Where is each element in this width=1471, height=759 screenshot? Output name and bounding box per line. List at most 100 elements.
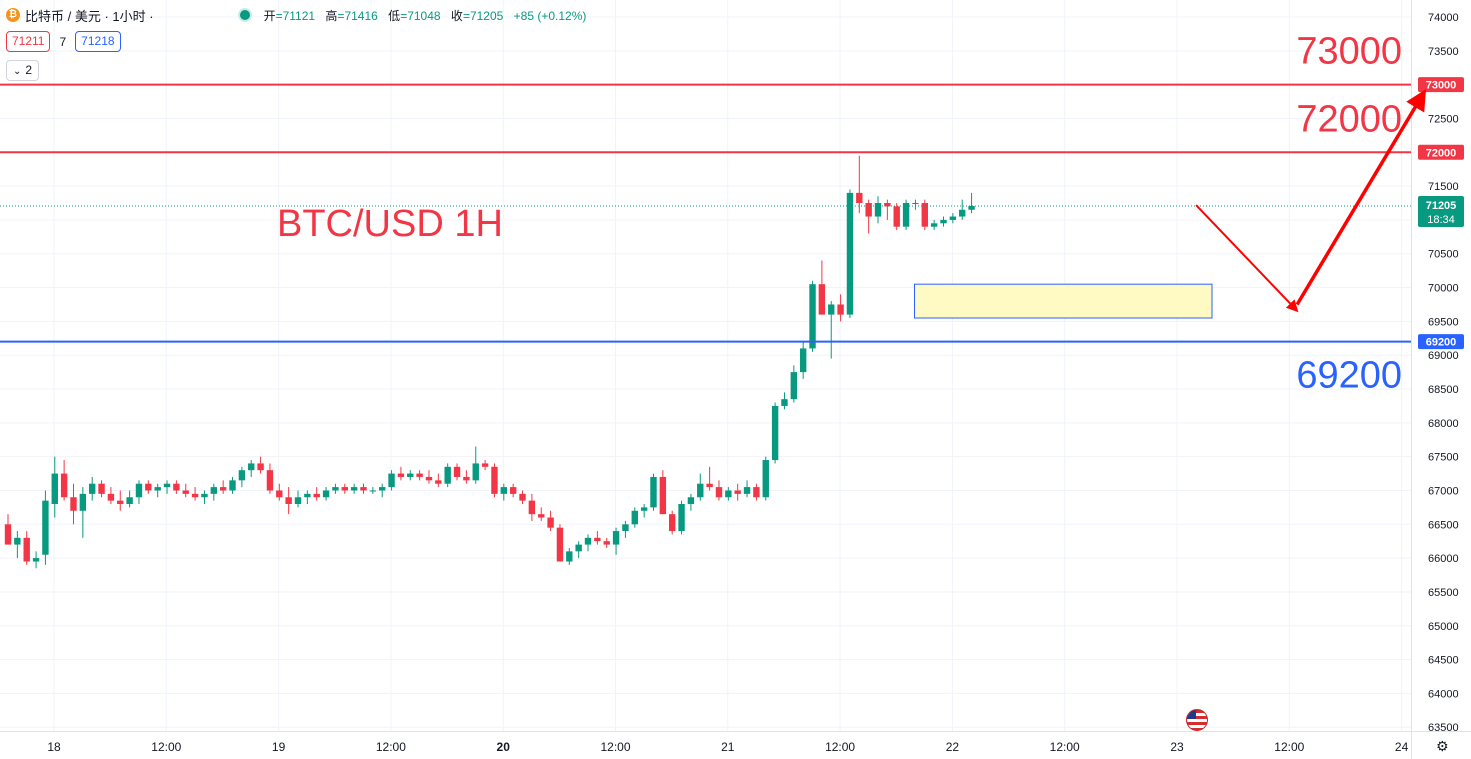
candle-body	[360, 487, 367, 491]
support-zone-rect[interactable]	[913, 283, 1213, 319]
level-axis-tag-69200: 69200	[1418, 334, 1464, 350]
candle-body	[14, 537, 21, 545]
candle-body	[191, 493, 199, 498]
candle-body	[201, 493, 208, 498]
candle-body	[837, 304, 844, 315]
time-tick-label: 19	[272, 740, 286, 754]
candle-body	[603, 541, 610, 545]
candle-body	[145, 483, 152, 491]
time-tick-label: 12:00	[151, 740, 181, 754]
gear-icon[interactable]: ⚙	[1436, 738, 1449, 754]
candle-body	[706, 483, 713, 488]
indicator-count: 2	[25, 63, 33, 77]
support-zone[interactable]	[913, 283, 1213, 319]
candle-body	[846, 192, 854, 315]
time-tick-label: 12:00	[825, 740, 855, 754]
candle-body	[266, 470, 274, 491]
price-axis[interactable]: 7400073500730007250072000715007100070500…	[1411, 0, 1465, 759]
candle-body	[743, 487, 751, 494]
candle-body	[669, 514, 676, 532]
candle-body	[594, 537, 601, 542]
symbol-title[interactable]: 比特币 / 美元 · 1小时 ·	[25, 8, 154, 24]
candle-body	[70, 497, 77, 511]
time-tick-label: 23	[1170, 740, 1184, 754]
ohlc-values: 开=71121 高=71416 低=71048 收=71205 +85 (+0.…	[264, 7, 587, 24]
candle-body	[163, 483, 171, 488]
candle-body	[42, 500, 49, 555]
level-label-72000[interactable]: 72000	[1296, 98, 1402, 140]
candle-body	[332, 487, 339, 491]
candle-body	[257, 463, 264, 471]
candle-body	[856, 192, 863, 204]
candle-body	[528, 500, 536, 515]
candle-body	[463, 476, 470, 481]
candle-body	[276, 490, 283, 498]
forecast-arrows[interactable]	[1195, 89, 1426, 313]
candle-body	[416, 473, 423, 477]
candle-body	[781, 399, 788, 406]
candle-body	[753, 487, 760, 498]
buy-price-button[interactable]: 71218	[75, 31, 121, 52]
candle-body	[4, 524, 12, 545]
candle-body	[902, 203, 910, 227]
high-label: 高	[325, 8, 338, 23]
spread-value: 7	[59, 34, 67, 49]
time-tick-label: 12:00	[600, 740, 630, 754]
candle-body	[285, 497, 292, 505]
price-levels[interactable]: 73000 73000 72000 72000 69200 69200	[0, 31, 1464, 397]
candle-body	[697, 483, 704, 498]
candle-body	[912, 203, 919, 205]
price-tick-label: 72500	[1428, 113, 1459, 125]
level-label-69200[interactable]: 69200	[1296, 355, 1402, 397]
time-axis[interactable]: 18 12:00 19 12:00 20 12:00 21 12:00 22 12:00 23 12:…	[0, 731, 1471, 755]
price-tick-label: 68000	[1428, 418, 1459, 430]
us-flag-icon[interactable]	[1186, 709, 1208, 731]
price-tick-label: 65500	[1428, 587, 1459, 599]
candle-body	[884, 203, 891, 207]
time-tick-label: 12:00	[1274, 740, 1304, 754]
candle-body	[481, 463, 489, 467]
breakout-arrow[interactable]	[1295, 89, 1426, 306]
candle-body	[659, 476, 667, 515]
price-tick-label: 66500	[1428, 519, 1459, 531]
level-axis-value: 72000	[1426, 147, 1457, 159]
candle-body	[32, 558, 40, 562]
price-tick-label: 67000	[1428, 485, 1459, 497]
candle-body	[435, 480, 442, 484]
candle-body	[126, 497, 133, 505]
candle-body	[229, 480, 236, 491]
close-label: 收	[450, 8, 463, 23]
candle-body	[304, 493, 311, 498]
pullback-arrow[interactable]	[1195, 204, 1299, 313]
indicators-toggle-button[interactable]: ⌄ 2	[6, 60, 40, 81]
candle-body	[612, 531, 620, 545]
candle-body	[584, 537, 592, 545]
last-price-value: 71205	[1426, 200, 1457, 212]
candle-body	[238, 470, 246, 481]
level-axis-tag-73000: 73000	[1418, 77, 1464, 93]
time-tick-label: 24	[1395, 740, 1409, 754]
candle-body	[538, 514, 545, 518]
sell-price-button[interactable]: 71211	[6, 31, 51, 52]
candle-body	[874, 203, 882, 217]
level-label-73000[interactable]: 73000	[1296, 31, 1402, 73]
candle-body	[79, 493, 87, 511]
candle-body	[219, 487, 227, 491]
price-tick-label: 64000	[1428, 688, 1459, 700]
candle-body	[154, 487, 161, 491]
chart-annotation-title[interactable]: BTC/USD 1H	[277, 203, 503, 245]
time-tick-label: 22	[946, 740, 960, 754]
candle-body	[322, 490, 330, 498]
candle-body	[88, 483, 96, 494]
candle-body	[631, 510, 638, 525]
candle-body	[556, 527, 564, 562]
candle-body	[313, 493, 320, 498]
level-axis-value: 73000	[1426, 80, 1457, 92]
candle-body	[444, 466, 451, 484]
candle-body	[566, 551, 573, 562]
candle-body	[425, 476, 433, 481]
candle-body	[509, 487, 517, 494]
last-price-tag[interactable]: 71205 18:34	[1418, 196, 1464, 228]
candle-body	[930, 223, 938, 227]
